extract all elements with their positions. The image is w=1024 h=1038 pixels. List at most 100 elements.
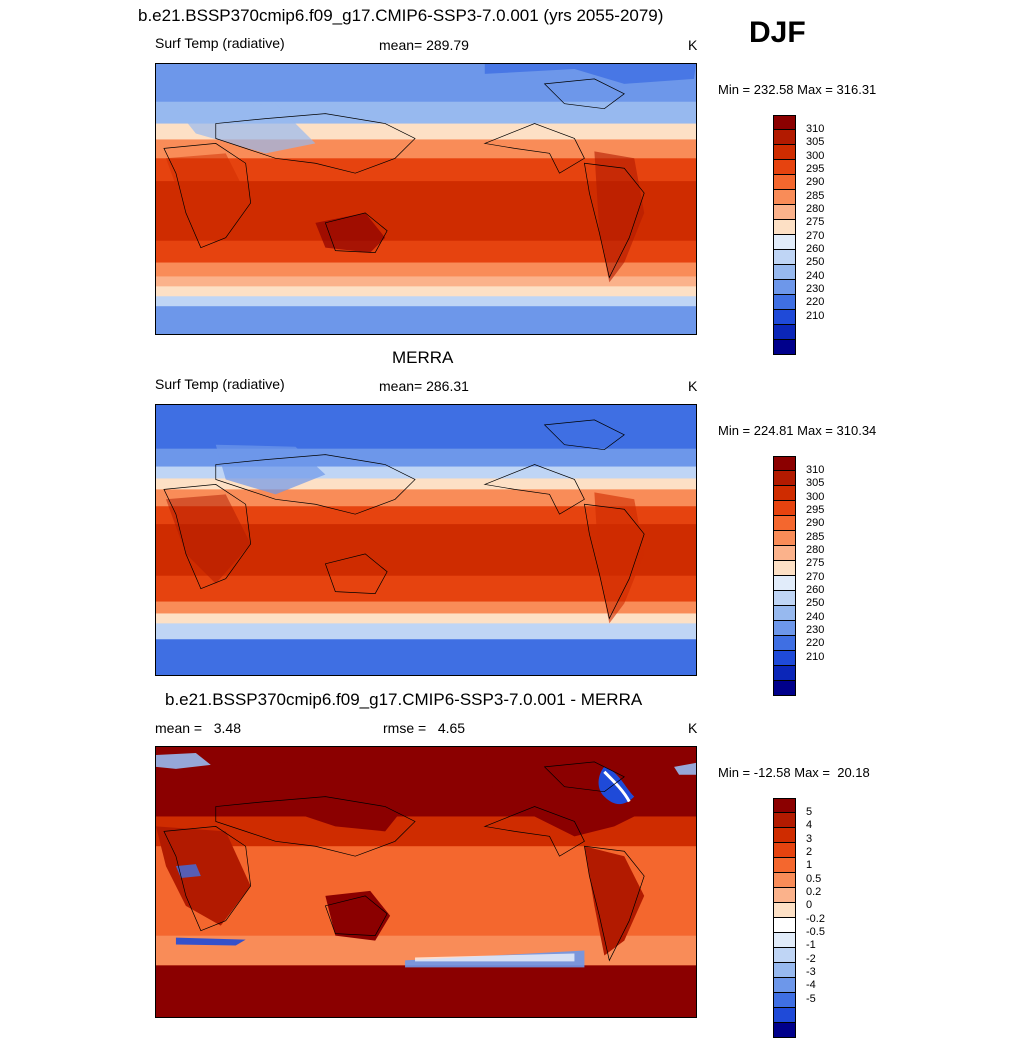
colorbar-label: 305 [806,477,825,489]
colorbar-label: 295 [806,163,825,175]
colorbar-swatch [773,978,796,993]
colorbar-swatch [773,576,796,591]
colorbar-swatch [773,175,796,190]
season-label: DJF [749,16,806,49]
colorbar-swatch [773,948,796,963]
colorbar-swatch [773,1008,796,1023]
colorbar-label: 230 [806,624,825,636]
colorbar-swatch [773,531,796,546]
panel3-rmse-label: rmse = 4.65 [383,720,466,736]
colorbar-swatch [773,828,796,843]
colorbar-swatch [773,963,796,978]
colorbar-swatch [773,456,796,471]
colorbar-swatch [773,591,796,606]
colorbar-swatch [773,265,796,280]
colorbar-label: 3 [806,833,813,845]
colorbar-swatch [773,546,796,561]
colorbar-label: 250 [806,597,825,609]
colorbar-label: -3 [806,966,816,978]
colorbar-label: -4 [806,979,816,991]
colorbar-swatch [773,190,796,205]
colorbar-swatch [773,636,796,651]
colorbar-swatch [773,858,796,873]
panel2-units-label: K [688,378,698,394]
colorbar-swatch [773,561,796,576]
colorbar-swatch [773,933,796,948]
colorbar-swatch [773,471,796,486]
colorbar-swatch [773,250,796,265]
colorbar-label: 2 [806,846,813,858]
colorbar-swatch [773,666,796,681]
colorbar-swatch [773,340,796,355]
colorbar-label: 275 [806,216,825,228]
colorbar-label: 270 [806,571,825,583]
panel1-minmax-label: Min = 232.58 Max = 316.31 [718,82,877,97]
colorbar-swatch [773,310,796,325]
colorbar-swatch [773,130,796,145]
colorbar-label: -0.2 [806,913,825,925]
colorbar-label: 285 [806,190,825,202]
panel2-map [155,404,697,676]
panel1-units-label: K [688,37,698,53]
colorbar-swatch [773,325,796,340]
colorbar-swatch [773,115,796,130]
colorbar-swatch [773,993,796,1008]
colorbar-swatch [773,903,796,918]
colorbar-label: 210 [806,310,825,322]
panel1-colorbar: 310 305 300 295 290 285 280 275 270 260 … [773,115,824,355]
colorbar-label: 275 [806,557,825,569]
colorbar-label: 240 [806,270,825,282]
colorbar-swatch [773,1023,796,1038]
colorbar-label: 220 [806,296,825,308]
colorbar-label: 280 [806,203,825,215]
colorbar-swatch [773,918,796,933]
colorbar-label: 250 [806,256,825,268]
colorbar-label: 310 [806,464,825,476]
colorbar-swatch [773,651,796,666]
colorbar-label: 305 [806,136,825,148]
colorbar-label: 1 [806,859,813,871]
colorbar-label: 210 [806,651,825,663]
colorbar-swatch [773,145,796,160]
panel1-variable-label: Surf Temp (radiative) [155,35,285,51]
panel2-minmax-label: Min = 224.81 Max = 310.34 [718,423,877,438]
colorbar-label: 260 [806,584,825,596]
colorbar-swatch [773,235,796,250]
colorbar-label: 5 [806,806,813,818]
colorbar-label: 290 [806,517,825,529]
colorbar-swatch [773,873,796,888]
panel2-colorbar: 310 305 300 295 290 285 280 275 270 260 … [773,456,824,696]
colorbar-label: -0.5 [806,926,825,938]
panel3-title: b.e21.BSSP370cmip6.f09_g17.CMIP6-SSP3-7.… [165,690,643,709]
colorbar-label: 300 [806,150,825,162]
colorbar-swatch [773,501,796,516]
colorbar-swatch [773,205,796,220]
panel3-units-label: K [688,720,698,736]
colorbar-swatch [773,621,796,636]
colorbar-label: 285 [806,531,825,543]
colorbar-label: 230 [806,283,825,295]
panel3-map [155,746,697,1018]
colorbar-swatch [773,798,796,813]
colorbar-swatch [773,606,796,621]
colorbar-swatch [773,681,796,696]
panel3-minmax-label: Min = -12.58 Max = 20.18 [718,765,870,780]
colorbar-swatch [773,220,796,235]
colorbar-label: 220 [806,637,825,649]
colorbar-label: -2 [806,953,816,965]
colorbar-swatch [773,888,796,903]
colorbar-label: 0.5 [806,873,822,885]
colorbar-label: 300 [806,491,825,503]
colorbar-label: 4 [806,819,813,831]
colorbar-label: 310 [806,123,825,135]
colorbar-label: 280 [806,544,825,556]
panel2-title: MERRA [392,348,454,367]
colorbar-swatch [773,160,796,175]
colorbar-swatch [773,486,796,501]
colorbar-swatch [773,295,796,310]
colorbar-label: 0 [806,899,813,911]
panel1-map [155,63,697,335]
colorbar-swatch [773,813,796,828]
colorbar-label: -5 [806,993,816,1005]
colorbar-label: 0.2 [806,886,822,898]
